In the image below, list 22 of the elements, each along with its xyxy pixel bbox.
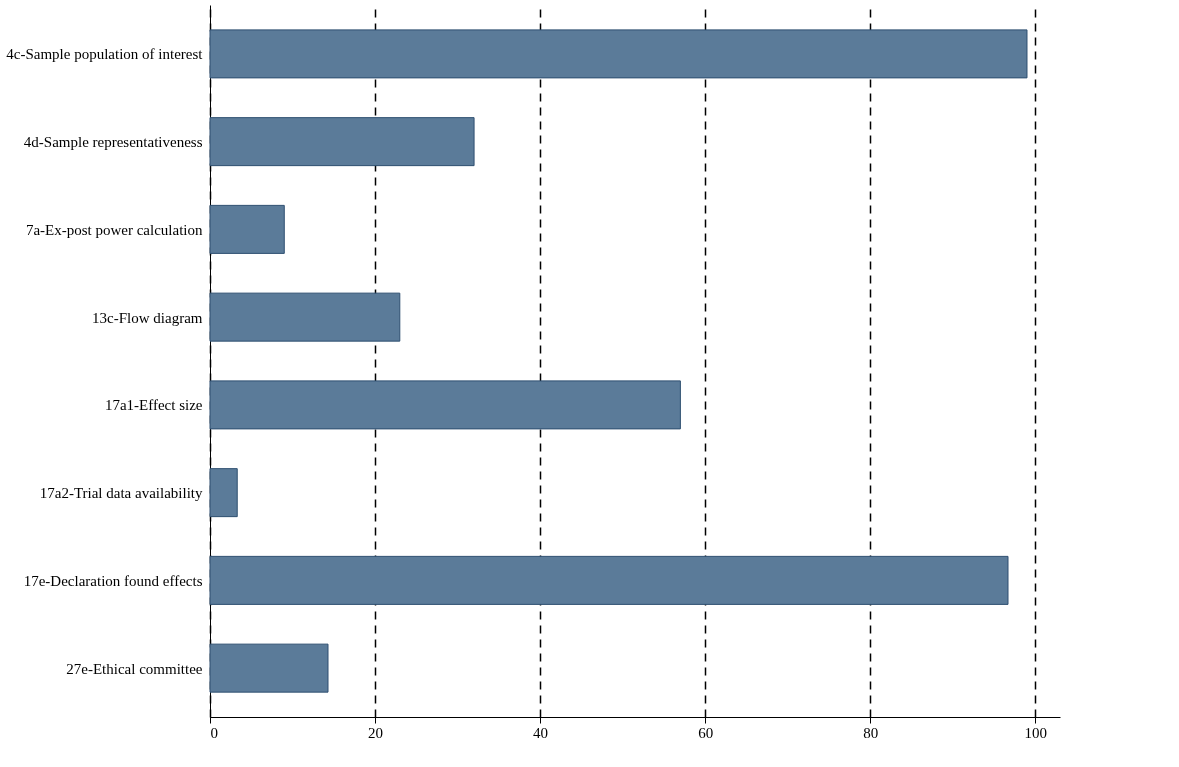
bar [209,29,1028,79]
x-tick-label: 20 [368,724,384,741]
bar [209,555,1009,605]
bar [209,380,681,430]
bar [209,468,238,518]
x-tick-label: 60 [698,724,714,741]
bar [209,117,475,167]
bar [209,204,285,254]
bar [209,643,329,693]
y-tick-label: 17a2-Trial data availability [39,485,203,502]
bar [209,292,401,342]
x-tick-label: 40 [533,724,549,741]
x-tick-label: 80 [863,724,879,741]
x-tick-label: 0 [210,724,218,741]
y-tick-label: 4c-Sample population of interest [6,46,204,63]
y-tick-label: 27e-Ethical committee [66,660,203,677]
y-tick-label: 7a-Ex-post power calculation [25,221,203,238]
y-tick-label: 13c-Flow diagram [92,309,203,326]
y-tick-label: 17a1-Effect size [104,397,203,414]
y-tick-label: 17e-Declaration found effects [23,572,203,589]
y-tick-label: 4d-Sample representativeness [23,134,203,151]
x-tick-label: 100 [1024,724,1047,741]
